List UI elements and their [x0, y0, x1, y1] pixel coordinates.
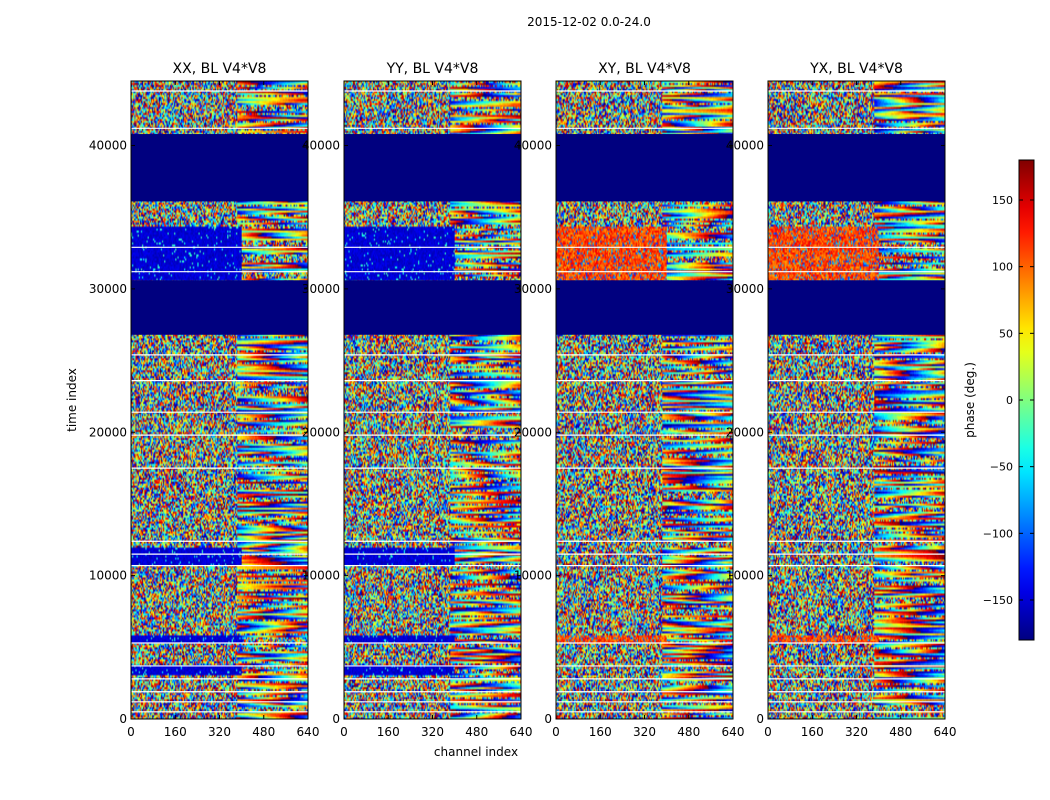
colorbar-tick-label: −150 [983, 594, 1013, 607]
x-tick-label: 320 [845, 725, 868, 739]
y-tick-label: 40000 [89, 139, 127, 153]
y-tick-label: 40000 [302, 139, 340, 153]
y-tick-label: 20000 [726, 425, 764, 439]
x-tick-label: 480 [252, 725, 275, 739]
x-tick-label: 0 [552, 725, 560, 739]
x-tick-label: 640 [934, 725, 957, 739]
colorbar: −150 −100 −50 0 50 100 150 [983, 159, 1035, 641]
masked-band [344, 280, 521, 335]
colorbar-tick-label: −100 [983, 527, 1013, 540]
panel-xx: XX, BL V4*V8 0 160 320 480 640 0 10000 20000 3000… [89, 61, 320, 739]
y-tick-label: 20000 [302, 425, 340, 439]
y-tick-label: 0 [332, 712, 340, 726]
y-tick-label: 20000 [89, 425, 127, 439]
masked-band [344, 134, 521, 202]
y-tick-label: 20000 [514, 425, 552, 439]
x-tick-label: 320 [633, 725, 656, 739]
colorbar-tick-label: −50 [990, 461, 1013, 474]
x-tick-label: 640 [510, 725, 533, 739]
x-tick-label: 320 [208, 725, 231, 739]
panel-yy: YY, BL V4*V8 0 160 320 480 640 0 10000 20000 3000… [302, 61, 533, 739]
x-tick-label: 160 [589, 725, 612, 739]
y-tick-label: 30000 [514, 282, 552, 296]
y-tick-label: 10000 [726, 569, 764, 583]
x-tick-label: 480 [677, 725, 700, 739]
panel-yx: YX, BL V4*V8 0 160 320 480 640 0 10000 20000 3000… [726, 61, 957, 739]
masked-band [131, 134, 308, 202]
y-tick-label: 40000 [726, 139, 764, 153]
colorbar-tick-label: 150 [992, 194, 1013, 207]
y-tick-label: 30000 [302, 282, 340, 296]
masked-band [131, 280, 308, 335]
x-tick-label: 160 [801, 725, 824, 739]
x-tick-label: 480 [889, 725, 912, 739]
x-tick-label: 0 [340, 725, 348, 739]
y-tick-label: 30000 [726, 282, 764, 296]
x-tick-label: 0 [764, 725, 772, 739]
masked-band [768, 280, 945, 335]
colorbar-tick-label: 100 [992, 261, 1013, 274]
masked-band [556, 280, 733, 335]
y-tick-label: 10000 [514, 569, 552, 583]
panel-xy: XY, BL V4*V8 0 160 320 480 640 0 10000 20000 3000… [514, 61, 745, 739]
figure-title: 2015-12-02 0.0-24.0 [527, 15, 651, 29]
colorbar-label: phase (deg.) [963, 362, 977, 438]
y-tick-label: 0 [756, 712, 764, 726]
x-tick-label: 160 [377, 725, 400, 739]
panel-title-yy: YY, BL V4*V8 [386, 61, 479, 77]
y-tick-label: 0 [544, 712, 552, 726]
y-tick-label: 10000 [89, 569, 127, 583]
panels-group: XX, BL V4*V8 0 160 320 480 640 0 10000 20000 3000… [89, 61, 957, 739]
colorbar-tick-label: 0 [1006, 394, 1013, 407]
panel-title-xy: XY, BL V4*V8 [598, 61, 691, 77]
panel-title-xx: XX, BL V4*V8 [173, 61, 267, 77]
x-axis-label: channel index [434, 745, 518, 759]
y-tick-label: 30000 [89, 282, 127, 296]
x-tick-label: 640 [297, 725, 320, 739]
masked-band [768, 134, 945, 202]
x-tick-label: 0 [127, 725, 135, 739]
x-tick-label: 320 [421, 725, 444, 739]
panel-title-yx: YX, BL V4*V8 [809, 61, 903, 77]
masked-band [556, 134, 733, 202]
x-tick-label: 640 [722, 725, 745, 739]
y-tick-label: 10000 [302, 569, 340, 583]
x-tick-label: 160 [164, 725, 187, 739]
x-tick-label: 480 [465, 725, 488, 739]
colorbar-tick-label: 50 [999, 327, 1013, 340]
y-axis-label: time index [65, 368, 79, 432]
y-tick-label: 40000 [514, 139, 552, 153]
y-tick-label: 0 [119, 712, 127, 726]
